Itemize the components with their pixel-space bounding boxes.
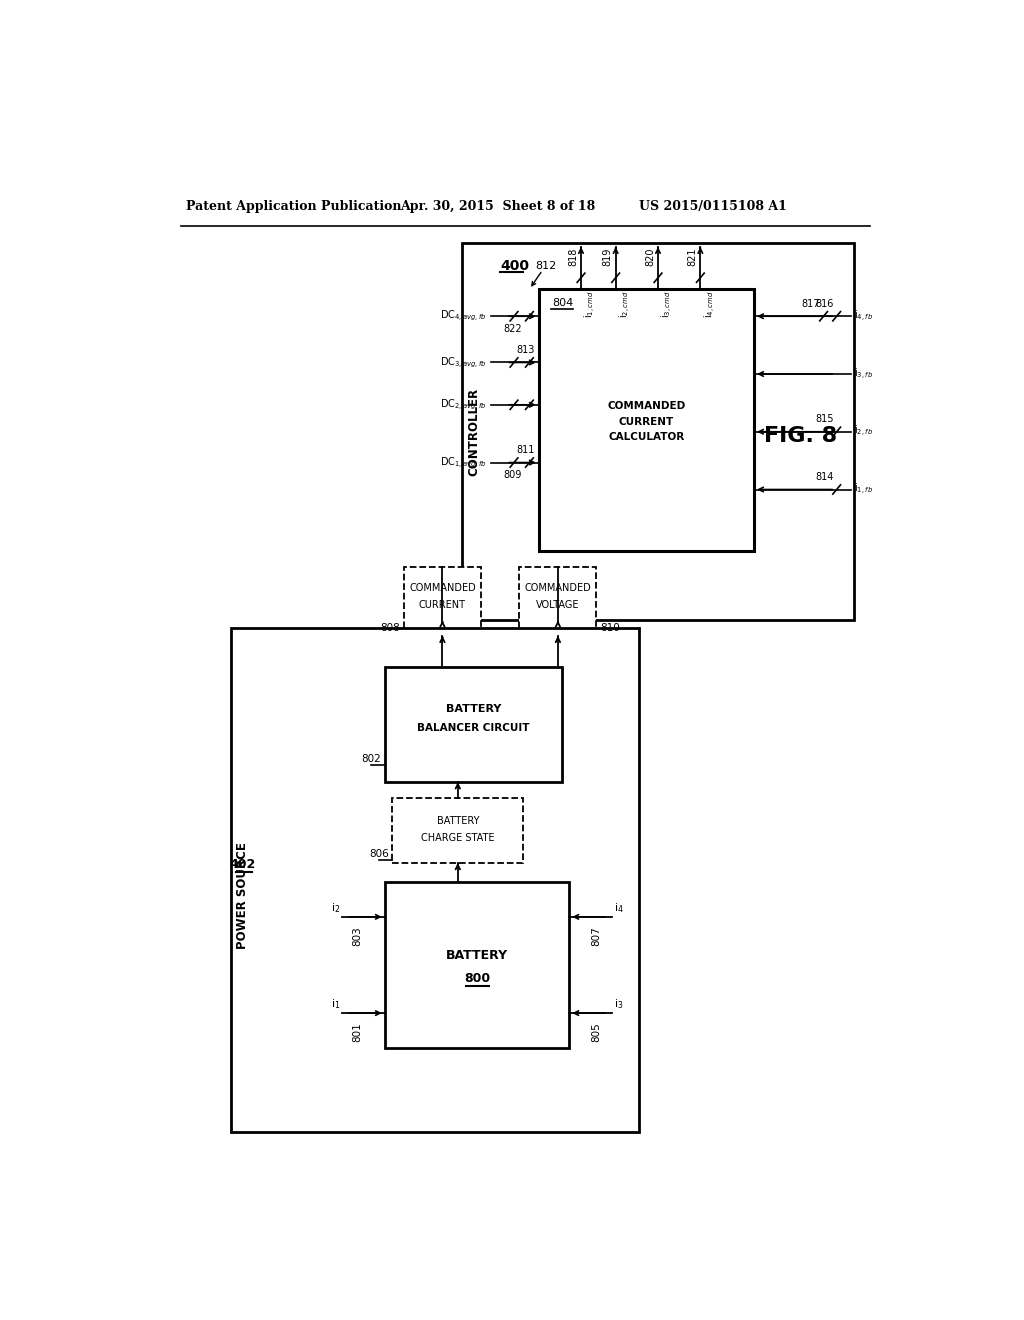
Text: 806: 806 xyxy=(369,849,388,859)
Text: DC$_{4,avg,fb}$: DC$_{4,avg,fb}$ xyxy=(440,309,487,323)
Text: i$_{4,cmd}$: i$_{4,cmd}$ xyxy=(702,290,718,318)
Text: CURRENT: CURRENT xyxy=(618,417,674,426)
Text: i$_{2,cmd}$: i$_{2,cmd}$ xyxy=(617,290,633,318)
Text: i$_4$: i$_4$ xyxy=(614,900,624,915)
Text: i$_{3,fb}$: i$_{3,fb}$ xyxy=(854,367,873,381)
Text: COMMANDED: COMMANDED xyxy=(409,583,476,593)
Text: 809: 809 xyxy=(503,470,521,480)
Text: 815: 815 xyxy=(815,414,834,424)
Text: i$_2$: i$_2$ xyxy=(331,900,340,915)
Text: DC$_{1,avg,fb}$: DC$_{1,avg,fb}$ xyxy=(440,455,487,470)
Text: BATTERY: BATTERY xyxy=(436,816,479,825)
Text: 804: 804 xyxy=(553,298,573,308)
Text: i$_{3,cmd}$: i$_{3,cmd}$ xyxy=(660,290,676,318)
Text: CURRENT: CURRENT xyxy=(419,601,466,610)
Text: 803: 803 xyxy=(352,927,362,946)
Text: 820: 820 xyxy=(645,248,655,267)
Text: DC$_{2,avg,fb}$: DC$_{2,avg,fb}$ xyxy=(440,397,487,412)
Bar xyxy=(403,566,481,636)
Text: 810: 810 xyxy=(600,623,620,634)
Text: COMMANDED: COMMANDED xyxy=(607,401,686,412)
Text: 400: 400 xyxy=(500,259,529,273)
Text: FIG. 8: FIG. 8 xyxy=(764,425,837,446)
Text: BATTERY: BATTERY xyxy=(445,704,501,714)
Text: BATTERY: BATTERY xyxy=(446,949,508,962)
Text: 800: 800 xyxy=(464,972,490,985)
Text: 402: 402 xyxy=(229,858,256,871)
Text: 817: 817 xyxy=(801,298,819,309)
Text: 821: 821 xyxy=(687,248,697,267)
Text: US 2015/0115108 A1: US 2015/0115108 A1 xyxy=(639,199,786,213)
Text: 805: 805 xyxy=(592,1023,601,1043)
Text: BALANCER CIRCUIT: BALANCER CIRCUIT xyxy=(417,723,529,733)
Text: 818: 818 xyxy=(568,248,578,267)
Text: 822: 822 xyxy=(503,323,522,334)
Bar xyxy=(385,882,569,1048)
Text: i$_1$: i$_1$ xyxy=(331,997,340,1011)
Text: i$_{1,fb}$: i$_{1,fb}$ xyxy=(854,482,873,498)
Text: DC$_{3,avg,fb}$: DC$_{3,avg,fb}$ xyxy=(440,355,487,370)
Text: 819: 819 xyxy=(602,248,612,267)
Text: POWER SOURCE: POWER SOURCE xyxy=(237,842,250,949)
Text: VOLTAGE: VOLTAGE xyxy=(537,601,580,610)
Text: CALCULATOR: CALCULATOR xyxy=(608,432,685,442)
Text: 802: 802 xyxy=(361,754,381,764)
Bar xyxy=(539,289,755,552)
Text: 816: 816 xyxy=(815,298,834,309)
Bar xyxy=(392,797,523,863)
Text: CONTROLLER: CONTROLLER xyxy=(468,388,480,475)
Text: 813: 813 xyxy=(516,345,535,355)
Text: COMMANDED: COMMANDED xyxy=(524,583,591,593)
Bar xyxy=(230,628,639,1133)
Text: 814: 814 xyxy=(815,471,834,482)
Bar xyxy=(462,243,854,620)
Text: Patent Application Publication: Patent Application Publication xyxy=(186,199,401,213)
Text: 801: 801 xyxy=(352,1023,362,1043)
Text: 811: 811 xyxy=(516,445,535,455)
Text: 808: 808 xyxy=(380,623,400,634)
Text: i$_{2,fb}$: i$_{2,fb}$ xyxy=(854,424,873,440)
Text: 812: 812 xyxy=(535,261,556,271)
Text: CHARGE STATE: CHARGE STATE xyxy=(421,833,495,843)
Bar xyxy=(519,566,596,636)
Text: i$_{1,cmd}$: i$_{1,cmd}$ xyxy=(584,290,598,318)
Text: i$_{4,fb}$: i$_{4,fb}$ xyxy=(854,309,873,323)
Bar xyxy=(385,667,562,781)
Text: i$_3$: i$_3$ xyxy=(614,997,624,1011)
Text: 807: 807 xyxy=(592,927,601,946)
Text: Apr. 30, 2015  Sheet 8 of 18: Apr. 30, 2015 Sheet 8 of 18 xyxy=(400,199,595,213)
